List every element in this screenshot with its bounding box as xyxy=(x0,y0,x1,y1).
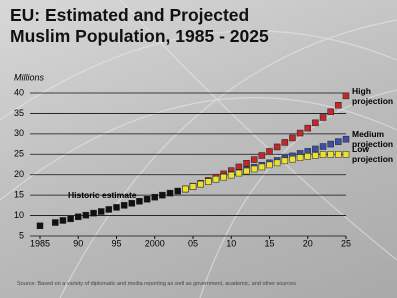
data-point xyxy=(37,223,43,229)
data-point xyxy=(228,172,234,178)
y-tick-label: 40 xyxy=(14,87,24,97)
data-point xyxy=(289,156,295,162)
data-point xyxy=(106,206,112,212)
y-tick-label: 5 xyxy=(19,230,24,240)
x-tick-label: 10 xyxy=(226,238,236,248)
data-point xyxy=(335,151,341,157)
data-point xyxy=(144,196,150,202)
data-point xyxy=(251,166,257,172)
data-point xyxy=(52,220,58,226)
data-point xyxy=(190,184,196,190)
y-tick-label: 30 xyxy=(14,128,24,138)
data-point xyxy=(244,160,250,166)
data-point xyxy=(213,176,219,182)
data-point xyxy=(205,179,211,185)
x-tick-label: 90 xyxy=(73,238,83,248)
data-point xyxy=(83,212,89,218)
series-label: Historic estimate xyxy=(68,190,137,200)
data-point xyxy=(68,216,74,222)
data-point xyxy=(136,198,142,204)
y-axis-label: Millions xyxy=(14,72,45,82)
data-point xyxy=(114,204,120,210)
x-tick-label: 25 xyxy=(341,238,351,248)
data-point xyxy=(175,188,181,194)
x-tick-label: 20 xyxy=(303,238,313,248)
data-point xyxy=(320,152,326,158)
data-point xyxy=(244,168,250,174)
data-point xyxy=(267,148,273,154)
data-point xyxy=(312,146,318,152)
data-point xyxy=(305,125,311,131)
data-point xyxy=(91,210,97,216)
data-point xyxy=(60,217,66,223)
data-point xyxy=(167,190,173,196)
y-tick-label: 10 xyxy=(14,210,24,220)
series-label: High projection xyxy=(352,86,396,106)
data-point xyxy=(312,153,318,159)
data-point xyxy=(343,151,349,157)
data-point xyxy=(152,194,158,200)
data-point xyxy=(335,102,341,108)
source-note: Source: Based on a variety of diplomatic… xyxy=(17,281,296,287)
data-point xyxy=(129,200,135,206)
data-point xyxy=(221,174,227,180)
data-point xyxy=(98,208,104,214)
data-point xyxy=(320,115,326,121)
x-tick-label: 95 xyxy=(111,238,121,248)
data-point xyxy=(274,160,280,166)
x-tick-label: 15 xyxy=(264,238,274,248)
data-point xyxy=(198,181,204,187)
data-point xyxy=(305,153,311,159)
x-tick-label: 05 xyxy=(188,238,198,248)
data-point xyxy=(159,192,165,198)
data-point xyxy=(282,139,288,145)
data-point xyxy=(297,155,303,161)
data-point xyxy=(312,120,318,126)
data-point xyxy=(328,109,334,115)
data-point xyxy=(259,164,265,170)
x-tick-label: 2000 xyxy=(145,238,165,248)
data-point xyxy=(289,135,295,141)
y-tick-label: 15 xyxy=(14,190,24,200)
data-point xyxy=(328,141,334,147)
data-point xyxy=(274,144,280,150)
data-point xyxy=(121,202,127,208)
y-tick-label: 20 xyxy=(14,169,24,179)
x-tick-label: 1985 xyxy=(30,238,50,248)
data-point xyxy=(343,136,349,142)
data-point xyxy=(282,158,288,164)
y-tick-label: 25 xyxy=(14,149,24,159)
chart-title: EU: Estimated and Projected Muslim Popul… xyxy=(10,5,300,47)
data-point xyxy=(297,130,303,136)
chart: Millions 5 10 15 20 25 30 35 40 1985 90 95 2000 05 10… xyxy=(0,0,397,298)
data-point xyxy=(75,214,81,220)
data-point xyxy=(251,157,257,163)
data-point xyxy=(236,170,242,176)
data-point xyxy=(267,162,273,168)
data-point xyxy=(320,144,326,150)
data-point xyxy=(335,139,341,145)
series-label: Low projection xyxy=(352,144,396,164)
data-point xyxy=(343,93,349,99)
data-point xyxy=(259,153,265,159)
data-point xyxy=(328,151,334,157)
data-point xyxy=(182,186,188,192)
y-tick-label: 35 xyxy=(14,108,24,118)
